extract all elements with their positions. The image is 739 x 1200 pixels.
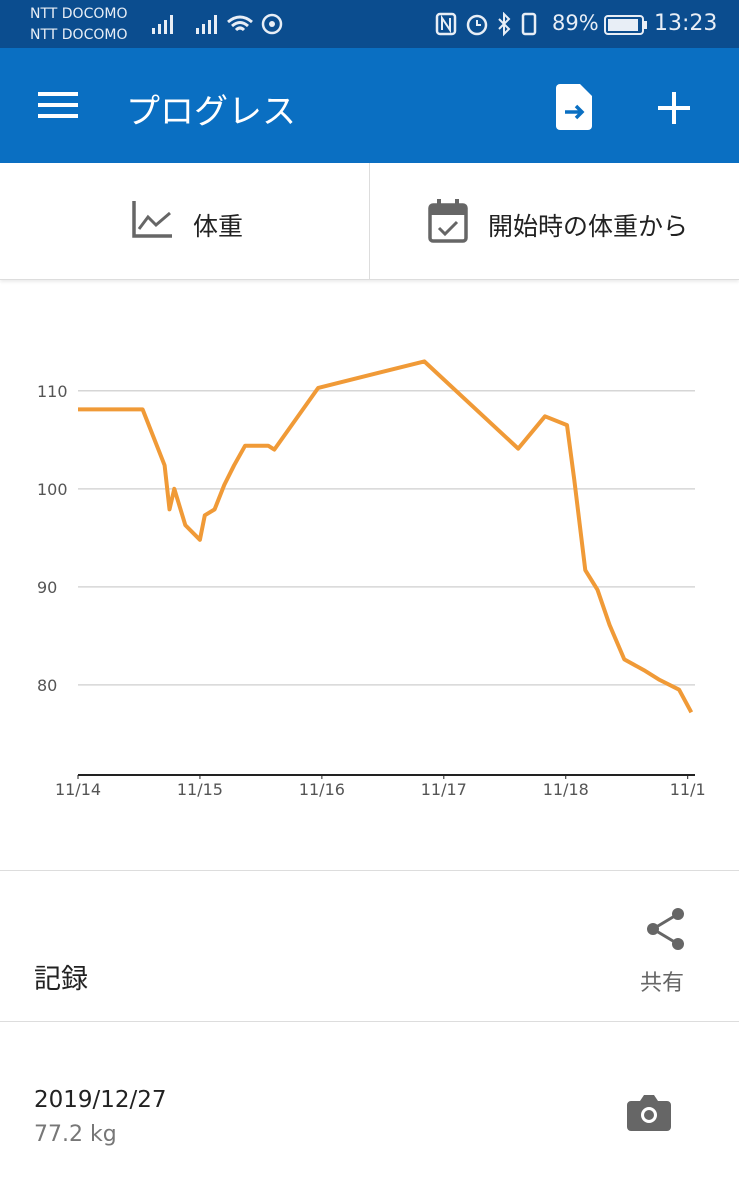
tab-label: 体重 (193, 212, 244, 241)
export-button[interactable] (556, 84, 594, 130)
add-button[interactable] (656, 90, 692, 126)
share-label[interactable]: 共有 (640, 971, 685, 996)
clock: 13:23 (654, 11, 718, 36)
signal-icons (152, 13, 283, 35)
status-icons (435, 12, 537, 37)
battery-icon (604, 15, 647, 35)
x-tick-label: 11/17 (421, 780, 467, 799)
x-tick-label: 11/16 (299, 780, 345, 799)
metric-tab[interactable]: 体重 (0, 163, 370, 279)
status-bar: NTT DOCOMO NTT DOCOMO 89% 13:23 (0, 0, 739, 48)
records-header: 記録 共有 (0, 870, 739, 1022)
x-tick-label: 11/15 (177, 780, 223, 799)
x-tick-label: 11/18 (543, 780, 589, 799)
record-entry[interactable]: 2019/12/27 77.2 kg (0, 1021, 739, 1200)
carrier: NTT DOCOMO (30, 27, 128, 43)
weight-line (78, 359, 694, 714)
calendar-icon (428, 199, 468, 243)
section-title: 記録 (34, 964, 88, 995)
weight-chart: 80 90 100 110 11/14 11/15 11/16 11/17 11/18 11/1 (37, 359, 706, 799)
entry-date: 2019/12/27 (34, 1087, 167, 1113)
battery-level: 89% (552, 11, 599, 35)
y-tick-label: 100 (37, 480, 68, 499)
tab-bar: 体重 開始時の体重から (0, 163, 739, 280)
range-tab[interactable]: 開始時の体重から (370, 163, 739, 279)
menu-button[interactable] (38, 90, 78, 120)
x-tick-label: 11/1 (670, 780, 706, 799)
camera-icon[interactable] (627, 1094, 671, 1132)
entry-weight: 77.2 kg (34, 1122, 117, 1147)
y-tick-label: 90 (37, 578, 57, 597)
carrier: NTT DOCOMO (30, 6, 128, 22)
y-tick-label: 110 (37, 382, 68, 401)
tab-label: 開始時の体重から (488, 212, 689, 241)
share-icon[interactable] (645, 907, 687, 951)
x-tick-label: 11/14 (55, 780, 101, 799)
y-tick-label: 80 (37, 676, 57, 695)
app-bar: プログレス (0, 48, 739, 163)
app-title: プログレス (126, 92, 296, 132)
chart-icon (132, 201, 172, 238)
